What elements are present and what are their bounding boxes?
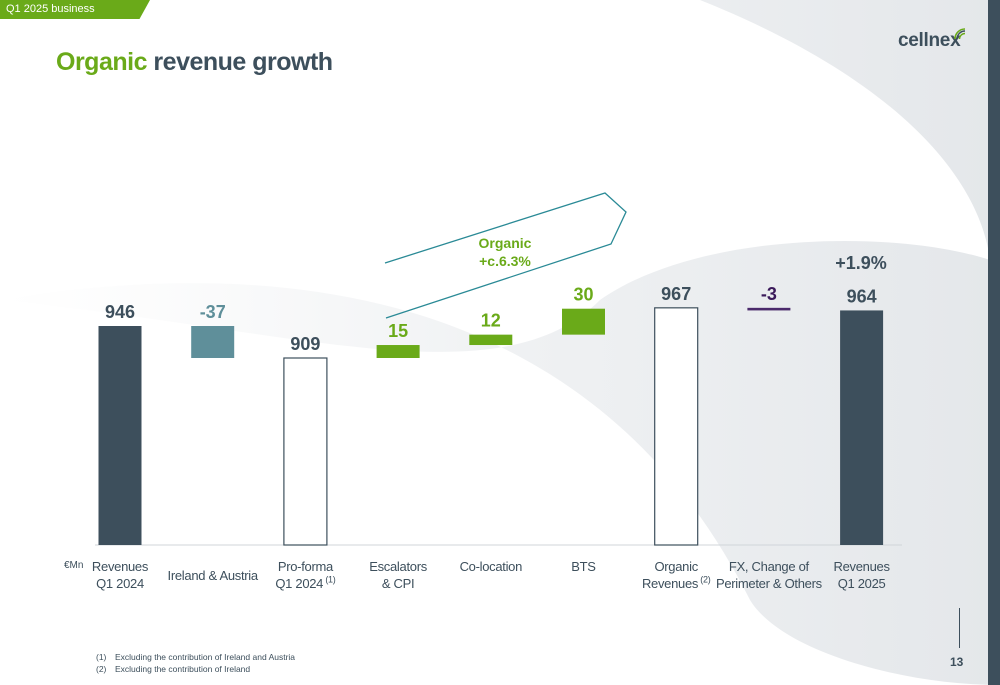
unit-label: €Mn [64, 560, 84, 571]
category-label-6: Organic Revenues (2) [641, 559, 711, 591]
page-title: Organic revenue growth [56, 48, 333, 77]
data-label-4: 12 [481, 311, 501, 331]
data-label-0: 946 [105, 302, 135, 322]
category-label-8: Revenues Q1 2025 [833, 559, 890, 591]
bar-5 [562, 308, 605, 335]
organic-growth-arrow [384, 192, 627, 319]
category-label-7: FX, Change of Perimeter & Others [715, 559, 822, 591]
title-accent: Organic [56, 48, 147, 76]
total-growth-label: +1.9% [835, 253, 887, 273]
cellnex-logo: cellnex [898, 30, 961, 51]
category-label-1: Ireland & Austria [167, 568, 259, 583]
data-label-7: -3 [761, 284, 777, 304]
category-label-5: BTS [571, 559, 596, 574]
data-label-5: 30 [573, 285, 593, 305]
organic-growth-label: Organic [478, 235, 532, 251]
category-label-4: Co-location [459, 559, 523, 574]
bar-6 [654, 307, 699, 546]
category-label-2: Pro-forma Q1 2024 (1) [275, 559, 336, 591]
bar-4 [469, 334, 513, 346]
data-label-3: 15 [388, 321, 408, 341]
bar-8 [840, 310, 884, 545]
data-label-6: 967 [661, 284, 691, 304]
bar-1 [191, 326, 235, 358]
footnote-1: (1) Excluding the contribution of Ireland… [96, 652, 296, 662]
data-label-1: -37 [200, 302, 226, 322]
bar-3 [376, 345, 420, 358]
organic-growth-value: +c.6.3% [479, 253, 531, 269]
data-label-8: 964 [847, 286, 877, 306]
bar-0 [98, 326, 142, 545]
title-rest: revenue growth [146, 48, 333, 76]
organic-growth-note: Organic +c.6.3% [462, 234, 548, 270]
page-number: 13 [950, 655, 964, 669]
signal-arcs-icon [954, 28, 966, 40]
category-label-0: Revenues Q1 2024 [91, 559, 149, 591]
page-divider [959, 608, 960, 648]
bar-2 [283, 357, 328, 546]
data-label-2: 909 [290, 334, 320, 354]
footnotes: (1) Excluding the contribution of Ireland… [96, 651, 295, 675]
category-label-3: Escalators & CPI [369, 559, 427, 591]
section-tag: Q1 2025 business performance [0, 0, 150, 19]
bar-7 [747, 307, 791, 311]
right-accent-band [988, 0, 1000, 685]
footnote-2: (2) Excluding the contribution of Ireland [96, 664, 251, 674]
